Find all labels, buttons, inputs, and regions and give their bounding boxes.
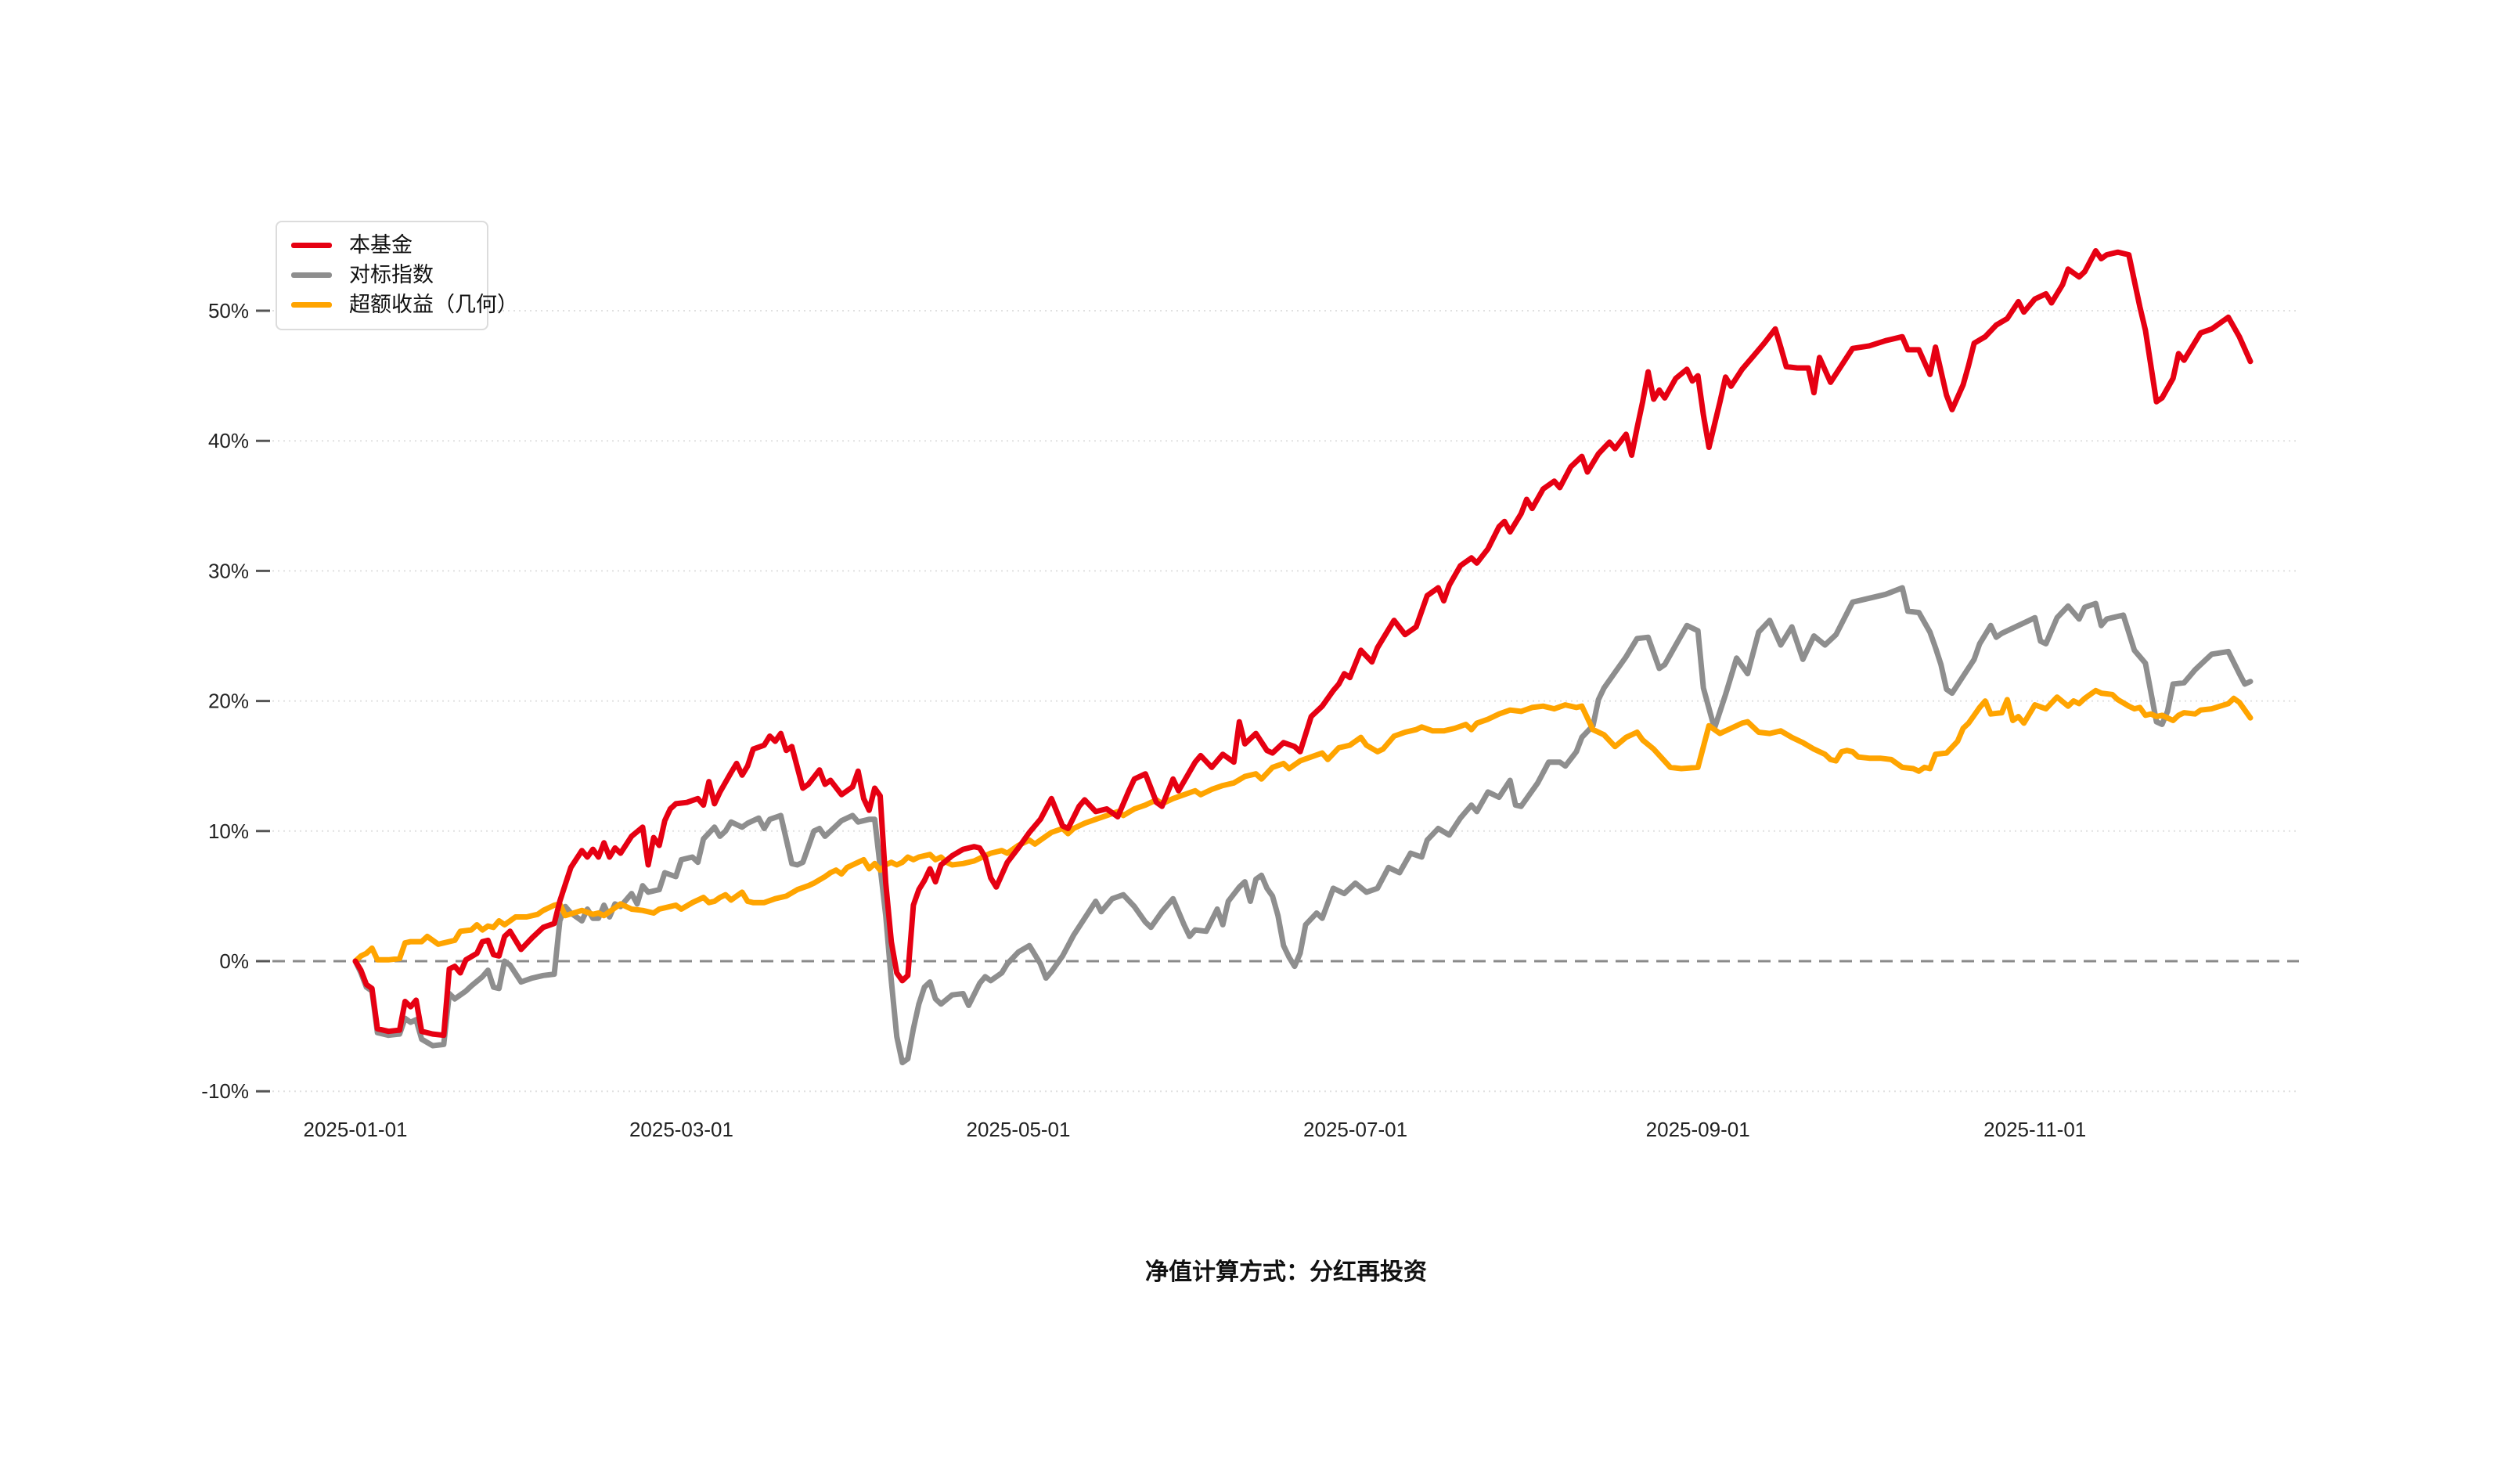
excess-return-line [352,687,2254,964]
y-axis-label: -10% [201,1079,249,1103]
fund-line [352,248,2254,1039]
x-axis-label: 2025-05-01 [966,1118,1070,1141]
legend-item-excess-return[interactable]: 超额收益（几何） [277,290,518,319]
y-axis-label: 50% [208,299,249,322]
nav-calculation-footnote: 净值计算方式：分红再投资 [1145,1259,1427,1285]
legend-item-benchmark[interactable]: 对标指数 [277,260,487,290]
chart-legend: 本基金 对标指数 超额收益（几何） [276,221,518,330]
y-axis-label: 10% [208,819,249,843]
x-axis-label: 2025-03-01 [629,1118,733,1141]
y-axis-label: 20% [208,690,249,713]
y-axis-label: 30% [208,559,249,582]
benchmark-line-swatch [291,272,332,278]
legend-item-fund[interactable]: 本基金 [277,230,487,260]
legend-label-fund: 本基金 [349,232,413,257]
y-axis-label: 40% [208,429,249,452]
benchmark-line [352,585,2254,1066]
excess-return-line-swatch [291,301,332,308]
x-axis-label: 2025-07-01 [1303,1118,1407,1141]
legend-label-benchmark: 对标指数 [349,262,434,286]
x-axis-label: 2025-09-01 [1646,1118,1750,1141]
x-axis-label: 2025-01-01 [304,1118,408,1141]
y-axis-label: 0% [219,949,249,973]
fund-line-swatch [291,242,332,248]
x-axis-label: 2025-11-01 [1983,1118,2086,1141]
legend-label-excess-return: 超额收益（几何） [349,292,518,316]
